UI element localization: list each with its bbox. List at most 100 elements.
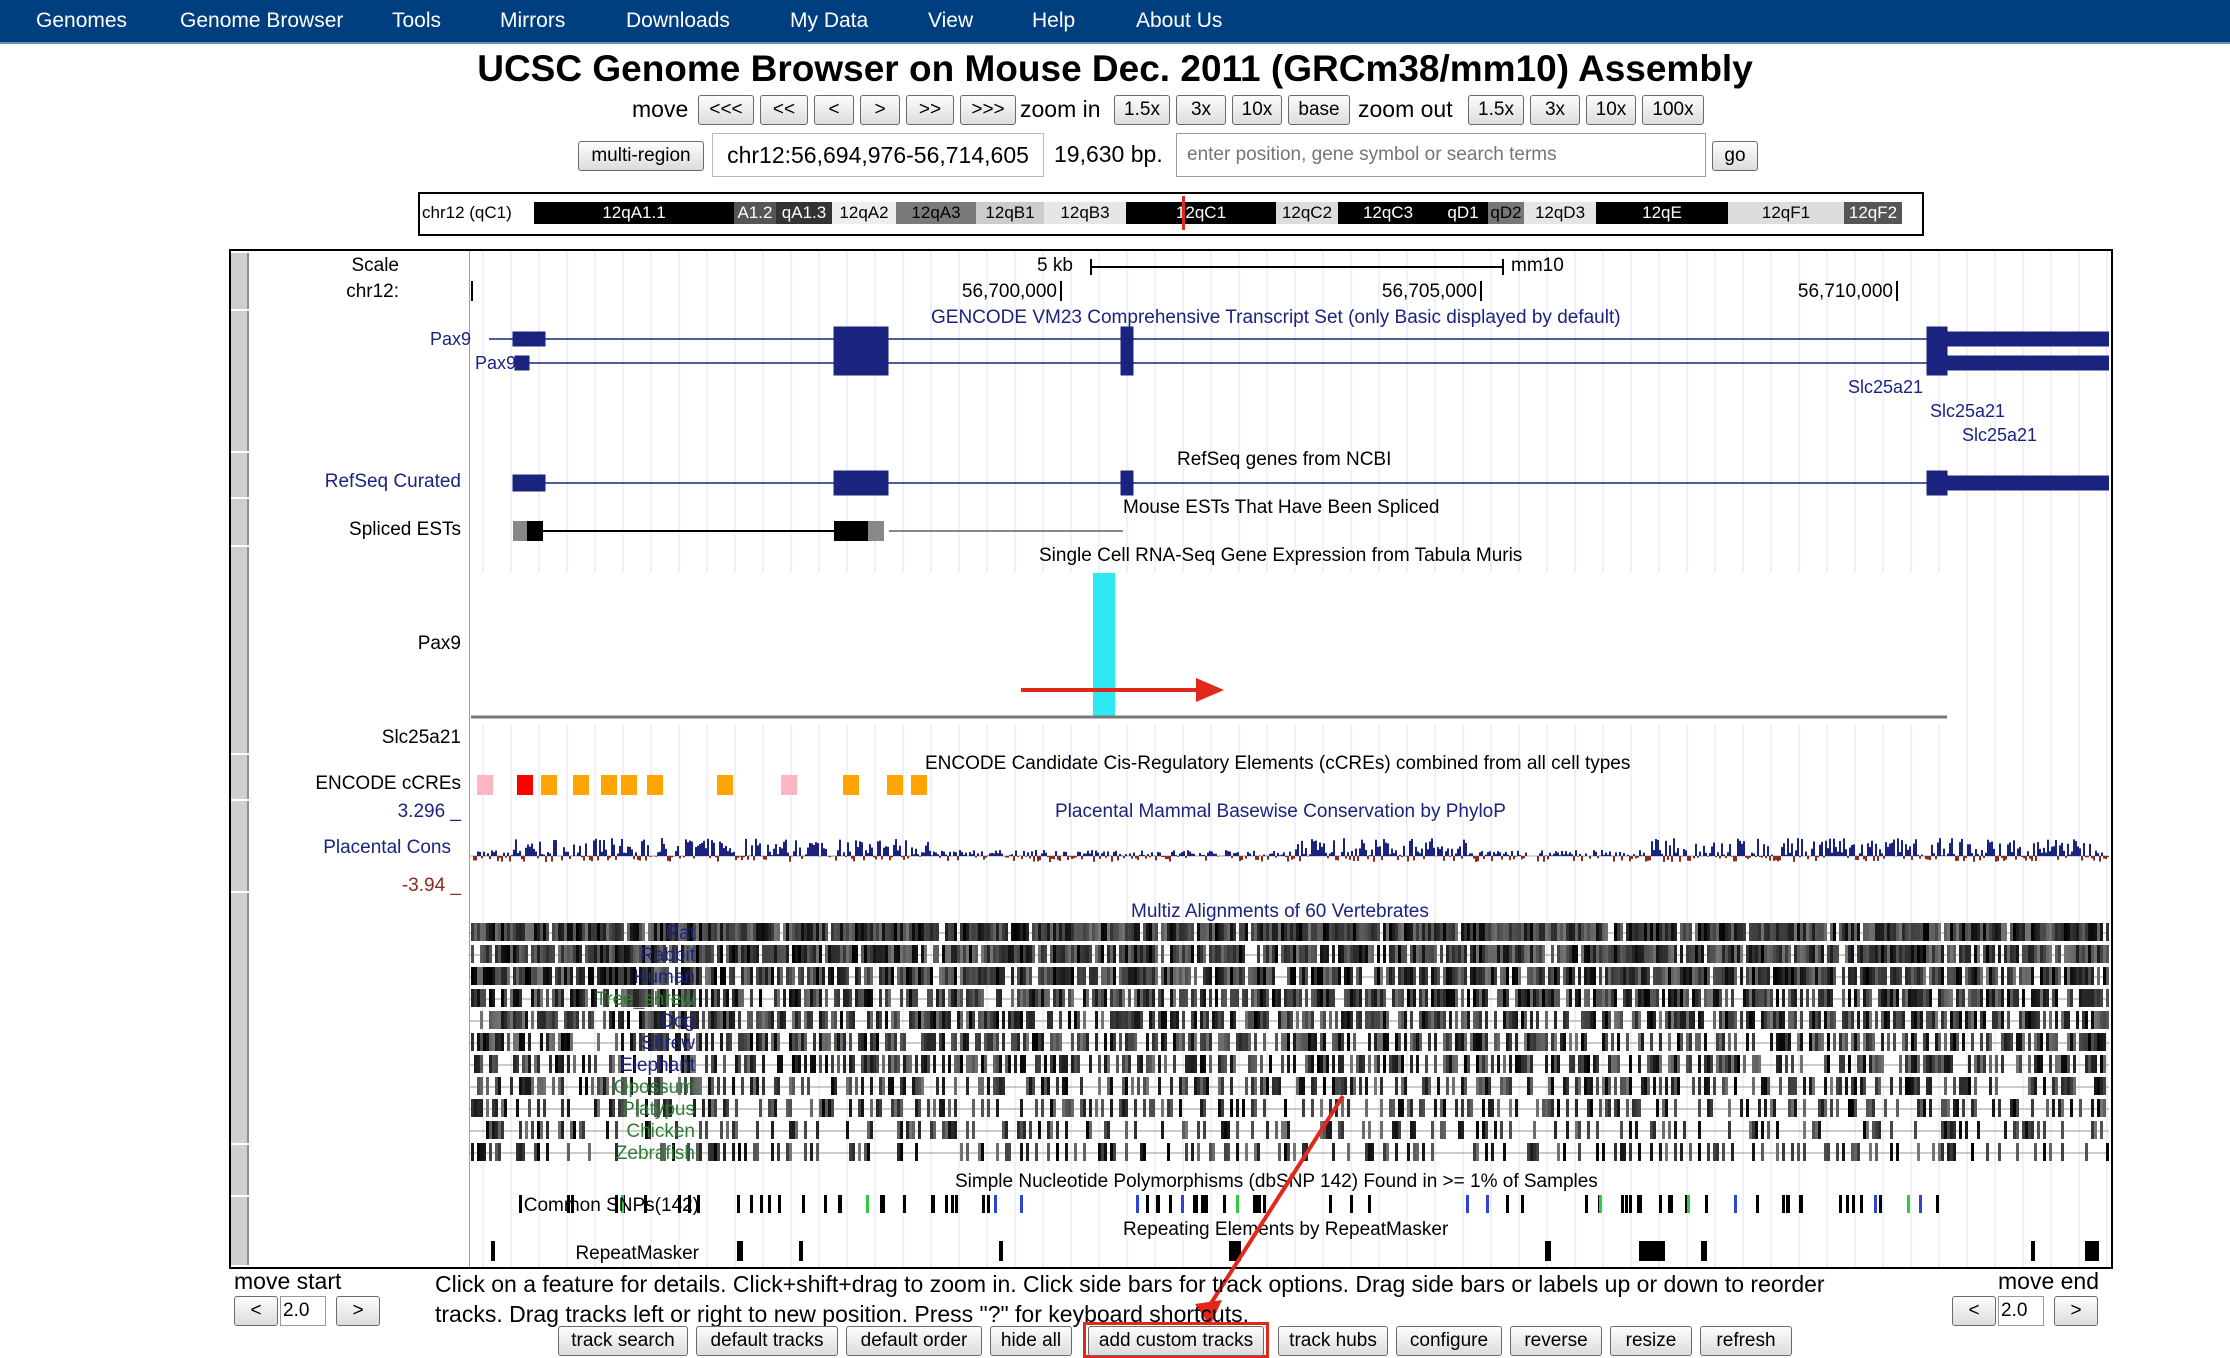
- sidebar-rmsk[interactable]: [231, 1197, 249, 1265]
- repeat-element: [1639, 1241, 1665, 1261]
- zoom-out-10x-button[interactable]: 10x: [1586, 95, 1636, 125]
- species-label: Human: [633, 967, 695, 988]
- zoom-out-100x-button[interactable]: 100x: [1642, 95, 1704, 125]
- ccre-label[interactable]: ENCODE cCREs: [315, 773, 461, 794]
- move-far-right-button[interactable]: >>>: [960, 95, 1016, 125]
- track-search-button[interactable]: track search: [558, 1326, 688, 1356]
- snp-tick: [621, 1195, 624, 1213]
- zoom-in-label: zoom in: [1020, 96, 1101, 122]
- snp-tick: [1919, 1195, 1922, 1213]
- move-end-left-button[interactable]: <: [1952, 1296, 1996, 1326]
- scrna-expression-bar: [1093, 573, 1115, 717]
- ideogram-position-marker: [1182, 196, 1185, 230]
- refseq-label[interactable]: RefSeq Curated: [324, 471, 461, 492]
- sidebar-scrna[interactable]: [231, 547, 249, 753]
- snp-tick: [824, 1195, 827, 1213]
- reverse-button[interactable]: reverse: [1510, 1326, 1602, 1356]
- hide-all-button[interactable]: hide all: [990, 1326, 1072, 1356]
- repeat-element: [799, 1241, 803, 1261]
- repeat-element: [2031, 1241, 2035, 1261]
- snp-title: Simple Nucleotide Polymorphisms (dbSNP 1…: [955, 1171, 1598, 1192]
- snp-tick: [1639, 1195, 1642, 1213]
- move-start-right-button[interactable]: >: [336, 1296, 380, 1326]
- sidebar-ests[interactable]: [231, 499, 249, 545]
- position-search-input[interactable]: [1176, 133, 1706, 177]
- snp-tick: [1599, 1195, 1602, 1213]
- resize-button[interactable]: resize: [1610, 1326, 1692, 1356]
- nav-my-data[interactable]: My Data: [790, 9, 869, 32]
- go-button[interactable]: go: [1712, 141, 1758, 171]
- refseq-title: RefSeq genes from NCBI: [1177, 449, 1392, 470]
- position-display[interactable]: chr12:56,694,976-56,714,605: [712, 133, 1044, 177]
- gene-label-slc25a21[interactable]: Slc25a21: [1847, 377, 1923, 397]
- add-custom-tracks-button[interactable]: add custom tracks: [1088, 1326, 1264, 1356]
- gene-label-pax9[interactable]: Pax9: [429, 329, 471, 349]
- default-tracks-button[interactable]: default tracks: [696, 1326, 838, 1356]
- ideogram-band: 12qC2: [1276, 202, 1338, 224]
- zoom-in-base-button[interactable]: base: [1288, 95, 1350, 125]
- snp-tick: [1195, 1195, 1198, 1213]
- sidebar-ccre[interactable]: [231, 755, 249, 799]
- nav-about-us[interactable]: About Us: [1136, 9, 1223, 32]
- snp-tick: [1685, 1195, 1688, 1213]
- scrna-gene-pax9[interactable]: Pax9: [417, 633, 461, 654]
- nav-tools[interactable]: Tools: [392, 9, 442, 32]
- nav-mirrors[interactable]: Mirrors: [500, 9, 566, 32]
- species-label: Rat: [665, 923, 695, 944]
- zoom-out-1-5x-button[interactable]: 1.5x: [1468, 95, 1524, 125]
- zoom-in-3x-button[interactable]: 3x: [1176, 95, 1226, 125]
- zoom-in-1-5x-button[interactable]: 1.5x: [1114, 95, 1170, 125]
- snp-tick: [1521, 1195, 1524, 1213]
- snp-tick: [1860, 1195, 1863, 1213]
- rmsk-label[interactable]: RepeatMasker: [575, 1243, 699, 1264]
- ruler-chrom-label: chr12:: [346, 281, 399, 302]
- zoom-in-10x-button[interactable]: 10x: [1232, 95, 1282, 125]
- move-left-button[interactable]: <<: [760, 95, 808, 125]
- snp-tick: [1506, 1195, 1509, 1213]
- sidebar-ruler[interactable]: [231, 253, 249, 309]
- gencode-track: [489, 326, 2109, 376]
- move-slight-right-button[interactable]: >: [860, 95, 900, 125]
- move-far-left-button[interactable]: <<<: [698, 95, 754, 125]
- multiz-track: [469, 923, 2109, 1161]
- refresh-button[interactable]: refresh: [1700, 1326, 1792, 1356]
- move-end-input[interactable]: [1998, 1296, 2044, 1326]
- default-order-button[interactable]: default order: [846, 1326, 982, 1356]
- chromosome-ideogram[interactable]: chr12 (qC1) 12qA1.1 A1.2 qA1.3 12qA2 12q…: [418, 192, 1924, 236]
- ests-title: Mouse ESTs That Have Been Spliced: [1123, 497, 1440, 518]
- configure-button[interactable]: configure: [1396, 1326, 1502, 1356]
- nav-downloads[interactable]: Downloads: [626, 9, 730, 32]
- sidebar-snp[interactable]: [231, 1145, 249, 1195]
- sidebar-cons[interactable]: [231, 801, 249, 891]
- sidebar-gencode[interactable]: [231, 311, 249, 451]
- cons-label[interactable]: Placental Cons: [323, 837, 451, 858]
- move-end-right-button[interactable]: >: [2054, 1296, 2098, 1326]
- sidebar-multiz[interactable]: [231, 893, 249, 1143]
- snp-tick: [1799, 1195, 1802, 1213]
- scrna-gene-slc25a21[interactable]: Slc25a21: [381, 727, 461, 748]
- track-image-panel[interactable]: Scale chr12: 5 kb mm10 56,700,000 56,705…: [229, 249, 2113, 1269]
- move-start-input[interactable]: [280, 1296, 326, 1326]
- nav-help[interactable]: Help: [1032, 9, 1076, 32]
- track-hubs-button[interactable]: track hubs: [1278, 1326, 1388, 1356]
- nav-genomes[interactable]: Genomes: [36, 9, 128, 32]
- ccre-box: [477, 775, 493, 795]
- repeat-element: [999, 1241, 1003, 1261]
- snp-tick: [1734, 1195, 1737, 1213]
- snp-tick: [1486, 1195, 1489, 1213]
- gene-label-pax9[interactable]: Pax9: [475, 353, 517, 373]
- sidebar-refseq[interactable]: [231, 453, 249, 497]
- move-start-left-button[interactable]: <: [234, 1296, 278, 1326]
- nav-genome-browser[interactable]: Genome Browser: [180, 9, 344, 32]
- nav-view[interactable]: View: [928, 9, 974, 32]
- move-right-button[interactable]: >>: [906, 95, 954, 125]
- move-slight-left-button[interactable]: <: [814, 95, 854, 125]
- snp-label[interactable]: Common SNPs(142): [523, 1195, 699, 1216]
- snp-tick: [1839, 1195, 1842, 1213]
- ests-label[interactable]: Spliced ESTs: [349, 519, 461, 540]
- zoom-out-3x-button[interactable]: 3x: [1530, 95, 1580, 125]
- gene-label-slc25a21[interactable]: Slc25a21: [1929, 401, 2005, 421]
- species-label: Opossum: [613, 1077, 695, 1098]
- gene-label-slc25a21[interactable]: Slc25a21: [1961, 425, 2037, 445]
- multi-region-button[interactable]: multi-region: [578, 141, 704, 171]
